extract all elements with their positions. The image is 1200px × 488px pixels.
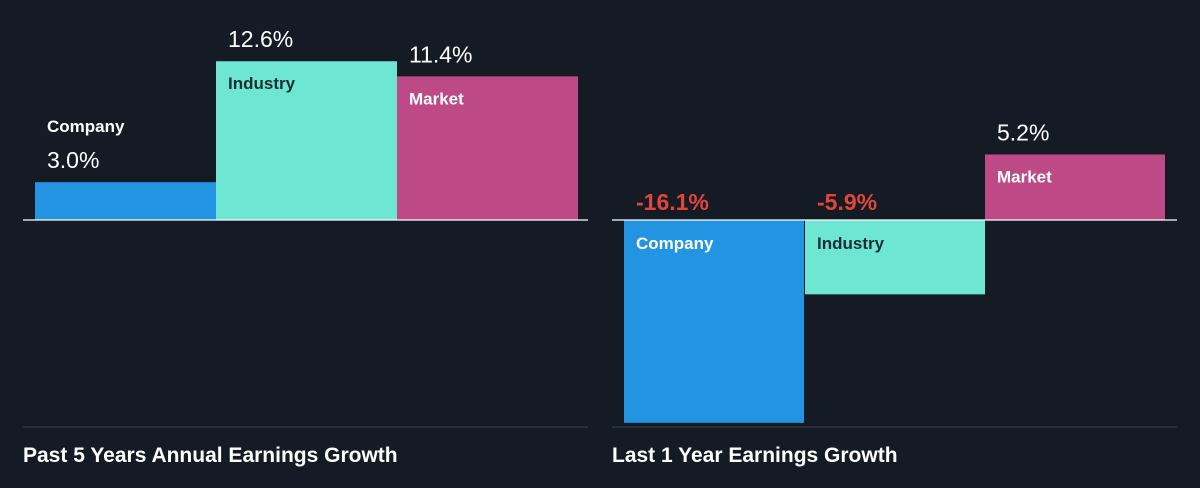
chart-panel-1-year: -16.1% Company -5.9% Industry 5.2% Market Las… [600, 0, 1200, 488]
bar-industry [216, 61, 397, 220]
value-label-industry: -5.9% [817, 189, 877, 215]
bar-market [397, 76, 578, 220]
value-label-market: 5.2% [997, 119, 1049, 145]
category-label-market: Market [409, 89, 464, 108]
bar-company [35, 182, 216, 220]
value-label-industry: 12.6% [228, 26, 293, 52]
category-label-company: Company [636, 234, 714, 253]
category-label-company: Company [47, 117, 125, 136]
category-label-market: Market [997, 167, 1052, 186]
chart-panel-5-year: 3.0% Company 12.6% Industry 11.4% Market Past… [23, 26, 588, 467]
value-label-market: 11.4% [409, 41, 473, 67]
bar-company [624, 220, 804, 423]
category-label-industry: Industry [228, 74, 296, 93]
bar-industry [805, 220, 985, 295]
value-label-company: 3.0% [47, 147, 99, 173]
bar-market [985, 154, 1165, 220]
chart-title-1-year: Last 1 Year Earnings Growth [612, 444, 898, 467]
chart-title-5-year: Past 5 Years Annual Earnings Growth [23, 444, 398, 467]
chart-1-year-earnings-growth: -16.1% Company -5.9% Industry 5.2% Market [612, 119, 1177, 428]
value-label-company: -16.1% [636, 189, 709, 215]
chart-5-year-earnings-growth: 3.0% Company 12.6% Industry 11.4% Market [23, 26, 588, 428]
category-label-industry: Industry [817, 234, 885, 253]
